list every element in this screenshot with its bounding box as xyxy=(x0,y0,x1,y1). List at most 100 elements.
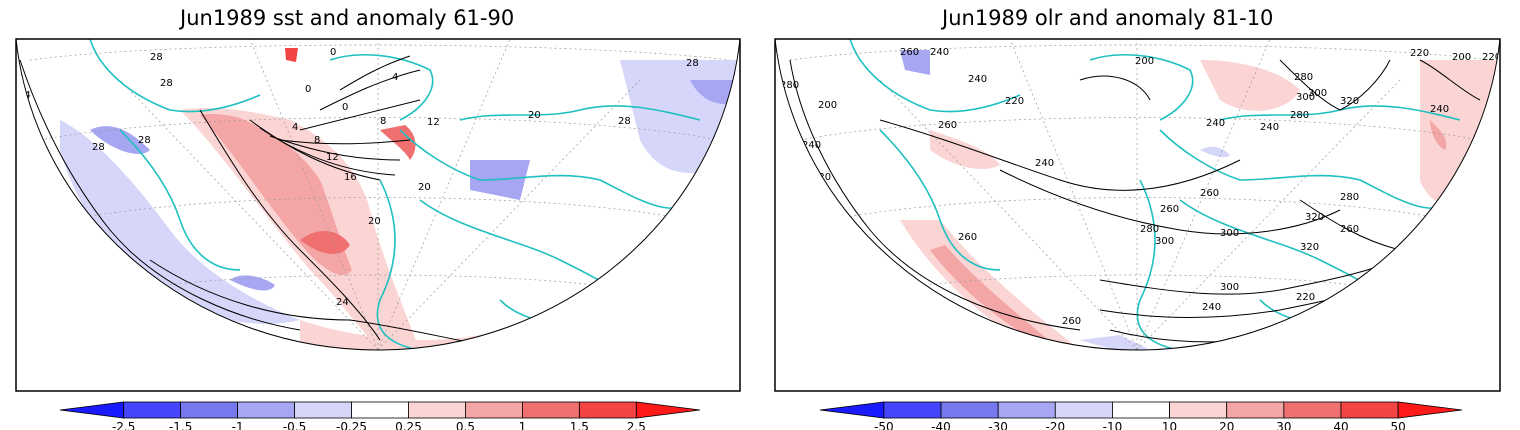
colorbar-segment xyxy=(1112,401,1170,419)
colorbar-tick-label: -1.5 xyxy=(169,420,192,430)
colorbar-tick-label: 20 xyxy=(1219,420,1234,430)
contour-label: 280 xyxy=(780,80,799,91)
colorbar-segment xyxy=(883,401,942,419)
left-map-edge xyxy=(15,38,741,351)
colorbar-segment xyxy=(940,401,999,419)
contour-label: 240 xyxy=(1206,118,1225,129)
left-map-panel: 28 28 24 28 28 28 28 0 0 0 4 4 8 8 12 12… xyxy=(15,38,741,392)
left-colorbar: -2.5 -1.5 -1 -0.5 -0.25 0.25 0.5 1 1.5 2.5 xyxy=(59,401,701,430)
left-contours xyxy=(19,55,521,350)
contour-label: 8 xyxy=(314,135,320,146)
contour-label: 28 xyxy=(138,135,151,146)
contour-label: 320 xyxy=(1300,242,1319,253)
colorbar-tick-label: -30 xyxy=(988,420,1008,430)
colorbar-tick-label: -1 xyxy=(232,420,244,430)
contour-label: 280 xyxy=(1340,192,1359,203)
colorbar-arrow-low xyxy=(59,401,125,419)
contour-label: 20 xyxy=(368,216,381,227)
right-map-panel: 260 240 240 280 200 220 200 260 240 220 … xyxy=(774,38,1501,392)
colorbar-tick-label: -50 xyxy=(874,420,894,430)
contour-label: 16 xyxy=(344,172,357,183)
left-graticule xyxy=(29,39,731,350)
contour-label: 200 xyxy=(1452,52,1471,63)
colorbar-segment xyxy=(465,401,523,419)
contour-label: 300 xyxy=(1308,88,1327,99)
colorbar-tick-label: 10 xyxy=(1162,420,1177,430)
contour-label: 0 xyxy=(330,47,336,58)
contour-label: 20 xyxy=(528,110,541,121)
colorbar-arrow-low xyxy=(819,401,885,419)
contour-label: 300 xyxy=(1296,92,1315,103)
colorbar-segment xyxy=(237,401,295,419)
contour-label: 12 xyxy=(427,117,440,128)
right-panel-title: Jun1989 olr and anomaly 81-10 xyxy=(942,6,1274,30)
contour-label: 240 xyxy=(1202,302,1221,313)
colorbar-tick-label: 0.5 xyxy=(456,420,475,430)
colorbar-tick-label: -0.5 xyxy=(283,420,306,430)
contour-label: 4 xyxy=(392,72,398,83)
colorbar-tick-label: -40 xyxy=(931,420,951,430)
contour-label: 220 xyxy=(1410,48,1429,59)
colorbar-tick-label: 1.5 xyxy=(570,420,589,430)
colorbar-segment xyxy=(1283,401,1342,419)
contour-label: 240 xyxy=(1035,158,1054,169)
colorbar-tick-label: 2.5 xyxy=(627,420,646,430)
contour-label: 200 xyxy=(1135,56,1154,67)
colorbar-segment xyxy=(408,401,466,419)
contour-label: 28 xyxy=(150,52,163,63)
left-map-content: 28 28 24 28 28 28 28 0 0 0 4 4 8 8 12 12… xyxy=(18,39,740,350)
colorbar-segment xyxy=(997,401,1056,419)
left-anomaly-shading xyxy=(60,48,740,350)
contour-label: 24 xyxy=(336,297,349,308)
contour-label: 220 xyxy=(1296,292,1315,303)
contour-label: 280 xyxy=(1290,110,1309,121)
contour-label: 28 xyxy=(160,78,173,89)
colorbar-segment xyxy=(351,401,409,419)
contour-label: 220 xyxy=(1005,96,1024,107)
contour-label: 300 xyxy=(1155,236,1174,247)
contour-label: 0 xyxy=(342,102,348,113)
colorbar-tick-label: -2.5 xyxy=(112,420,135,430)
right-map-frame xyxy=(774,38,1501,392)
colorbar-tick-label: 40 xyxy=(1333,420,1348,430)
contour-label: 28 xyxy=(92,142,105,153)
contour-label: 200 xyxy=(818,100,837,111)
colorbar-tick-label: -0.25 xyxy=(336,420,367,430)
contour-label: 300 xyxy=(1220,282,1239,293)
colorbar-segment xyxy=(1054,401,1113,419)
contour-label: 240 xyxy=(968,74,987,85)
colorbar-arrow-high xyxy=(1397,401,1463,419)
contour-label: 260 xyxy=(900,47,919,58)
contour-label: 260 xyxy=(1200,188,1219,199)
contour-label: 240 xyxy=(1430,104,1449,115)
colorbar-segment xyxy=(123,401,182,419)
contour-label: 260 xyxy=(1160,204,1179,215)
colorbar-tick-label: 0.25 xyxy=(395,420,422,430)
colorbar-segment xyxy=(180,401,239,419)
colorbar-segment xyxy=(1226,401,1285,419)
colorbar-tick-label: 30 xyxy=(1276,420,1291,430)
contour-label: 28 xyxy=(686,58,699,69)
right-map-edge xyxy=(774,38,1501,351)
contour-label: 260 xyxy=(1340,224,1359,235)
contour-label: 320 xyxy=(1340,96,1359,107)
colorbar-arrow-high xyxy=(635,401,701,419)
contour-label: 20 xyxy=(418,182,431,193)
contour-label: 300 xyxy=(1220,228,1239,239)
contour-label: 320 xyxy=(1305,212,1324,223)
right-map-background xyxy=(775,39,1500,391)
colorbar-segment xyxy=(521,401,580,419)
colorbar-segment xyxy=(578,401,637,419)
colorbar-tick-label: 50 xyxy=(1390,420,1405,430)
colorbar-tick-label: -10 xyxy=(1103,420,1123,430)
contour-label: 220 xyxy=(1482,52,1501,63)
contour-label: 0 xyxy=(305,84,311,95)
right-colorbar: -50 -40 -30 -20 -10 10 20 30 40 50 xyxy=(819,401,1463,430)
right-graticule xyxy=(789,39,1491,350)
contour-label: 280 xyxy=(1140,224,1159,235)
colorbar-segment xyxy=(294,401,352,419)
contour-label: 8 xyxy=(380,116,386,127)
contour-label: 260 xyxy=(1062,316,1081,327)
contour-label: 240 xyxy=(1260,122,1279,133)
